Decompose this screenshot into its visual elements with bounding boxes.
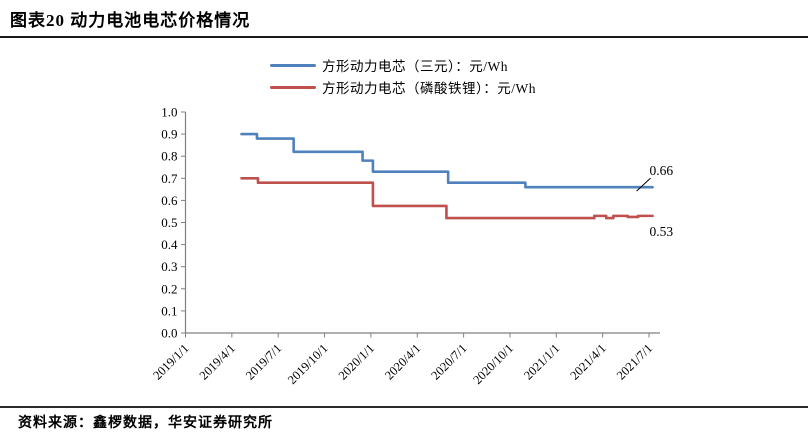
x-tick-label: 2021/1/1 — [521, 341, 562, 382]
series-line-0 — [240, 132, 654, 189]
x-tick-label: 2020/7/1 — [428, 341, 469, 382]
y-tick-label: 0.7 — [161, 171, 178, 186]
footer-divider — [0, 406, 808, 408]
y-tick-label: 0.3 — [161, 259, 177, 274]
x-tick-label: 2020/4/1 — [382, 341, 423, 382]
series-line-1 — [240, 177, 654, 220]
end-label-1: 0.53 — [650, 224, 674, 239]
source-note: 资料来源：鑫椤数据，华安证券研究所 — [18, 416, 273, 431]
x-tick-label: 2019/10/1 — [285, 341, 331, 387]
x-tick-label: 2019/7/1 — [243, 341, 284, 382]
legend-item-ternary: 方形动力电芯（三元）：元/Wh — [270, 54, 536, 76]
legend-line-swatch-red — [270, 85, 316, 89]
legend-label-ternary: 方形动力电芯（三元）：元/Wh — [322, 59, 508, 74]
y-tick-label: 0.9 — [161, 127, 177, 142]
x-tick-label: 2021/7/1 — [614, 341, 655, 382]
x-tick-label: 2019/4/1 — [197, 341, 238, 382]
x-tick-label: 2021/4/1 — [567, 341, 608, 382]
end-label-0: 0.66 — [650, 163, 674, 178]
figure-title: 图表20 动力电池电芯价格情况 — [10, 11, 251, 30]
y-tick-label: 0.5 — [161, 215, 177, 230]
legend-label-lfp: 方形动力电芯（磷酸铁锂）：元/Wh — [322, 81, 536, 96]
end-label-leader-0 — [636, 177, 651, 192]
title-divider — [0, 36, 808, 38]
x-tick-label: 2019/1/1 — [150, 341, 191, 382]
legend-line-swatch-blue — [270, 63, 316, 67]
chart-legend: 方形动力电芯（三元）：元/Wh 方形动力电芯（磷酸铁锂）：元/Wh — [270, 54, 536, 98]
legend-item-lfp: 方形动力电芯（磷酸铁锂）：元/Wh — [270, 76, 536, 98]
y-tick-label: 0.1 — [161, 303, 177, 318]
y-tick-label: 0.8 — [161, 149, 177, 164]
y-tick-label: 0.0 — [161, 326, 177, 341]
y-tick-label: 0.2 — [161, 281, 177, 296]
x-tick-label: 2020/1/1 — [336, 341, 377, 382]
y-tick-label: 0.4 — [161, 237, 178, 252]
x-tick-label: 2020/10/1 — [470, 341, 516, 387]
y-tick-label: 1.0 — [161, 105, 177, 120]
y-tick-label: 0.6 — [161, 193, 178, 208]
